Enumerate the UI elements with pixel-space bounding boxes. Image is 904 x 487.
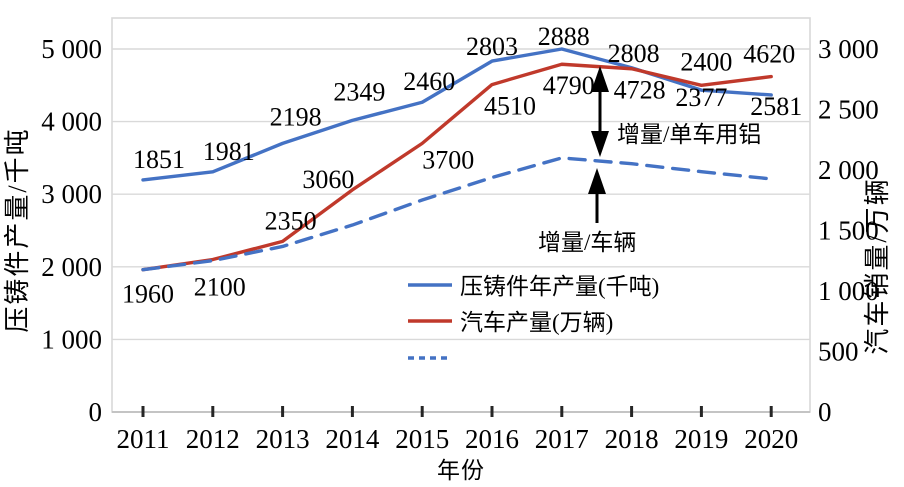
x-axis-title: 年份 bbox=[437, 458, 485, 483]
y-right-tick-2500: 2 500 bbox=[818, 95, 879, 125]
y-left-tick-1000: 1 000 bbox=[41, 324, 102, 354]
x-tick-label-2018: 2018 bbox=[605, 424, 659, 454]
x-tick-label-2020: 2020 bbox=[744, 424, 798, 454]
x-tick-label-2015: 2015 bbox=[395, 424, 449, 454]
annotation-per-vehicle-aluminum: 增量/单车用铝 bbox=[617, 122, 761, 147]
y-right-axis-title: 汽车销量/万辆 bbox=[863, 177, 892, 354]
y-left-tick-4000: 4 000 bbox=[41, 107, 102, 137]
data-label-auto-2013: 2350 bbox=[265, 206, 317, 235]
legend-label-2: 汽车产量(万辆) bbox=[460, 310, 613, 335]
data-label-casting-2019: 2377 bbox=[675, 83, 727, 112]
plot-frame bbox=[111, 17, 811, 413]
y-right-tick-0: 0 bbox=[818, 397, 832, 427]
data-label-auto-2011: 1960 bbox=[122, 280, 174, 309]
data-label-casting-2020: 2581 bbox=[750, 92, 802, 121]
data-label-auto-2016: 4510 bbox=[484, 92, 536, 121]
data-label-auto-2017: 4790 bbox=[543, 71, 595, 100]
legend-label-1: 压铸件年产量(千吨) bbox=[460, 274, 659, 299]
x-tick-label-2019: 2019 bbox=[674, 424, 728, 454]
data-label-auto-2012: 2100 bbox=[194, 273, 246, 302]
y-left-axis-title: 压铸件产量/千吨 bbox=[3, 127, 32, 332]
x-tick-label-2014: 2014 bbox=[325, 424, 380, 454]
increment-double-arrow-head-down bbox=[591, 131, 609, 157]
series-line-baseline bbox=[141, 156, 773, 272]
x-tick-label-2016: 2016 bbox=[465, 424, 519, 454]
series-line-casting bbox=[141, 47, 773, 182]
x-tick-label-2011: 2011 bbox=[117, 424, 170, 454]
x-tick-label-2013: 2013 bbox=[256, 424, 310, 454]
data-label-casting-2012: 1981 bbox=[203, 137, 255, 166]
y-right-tick-500: 500 bbox=[818, 337, 859, 367]
y-right-tick-1000: 1 000 bbox=[818, 276, 879, 306]
y-right-tick-1500: 1 500 bbox=[818, 216, 879, 246]
data-label-auto-2014: 3060 bbox=[302, 165, 354, 194]
increment-double-arrow-head-up bbox=[591, 66, 609, 92]
series-line-auto bbox=[141, 62, 773, 272]
y-right-tick-3000: 3 000 bbox=[818, 34, 879, 64]
y-left-tick-0: 0 bbox=[89, 397, 103, 427]
x-tick-label-2017: 2017 bbox=[535, 424, 589, 454]
data-label-casting-2016: 2803 bbox=[466, 32, 518, 61]
x-tick-label-2012: 2012 bbox=[186, 424, 240, 454]
y-left-tick-5000: 5 000 bbox=[41, 34, 102, 64]
data-label-casting-2013: 2198 bbox=[270, 102, 322, 131]
data-label-casting-2017: 2888 bbox=[538, 22, 590, 51]
y-left-tick-2000: 2 000 bbox=[41, 252, 102, 282]
data-label-auto-2019: 2400 bbox=[680, 47, 732, 76]
y-left-tick-3000: 3 000 bbox=[41, 179, 102, 209]
data-label-auto-2015: 3700 bbox=[422, 145, 474, 174]
y-right-tick-2000: 2 000 bbox=[818, 155, 879, 185]
data-label-casting-2014: 2349 bbox=[333, 77, 385, 106]
annotation-vehicles: 增量/车辆 bbox=[538, 230, 636, 255]
increment-up-arrow-head bbox=[588, 168, 606, 194]
data-label-auto-2020: 4620 bbox=[743, 40, 795, 69]
data-label-casting-2015: 2460 bbox=[403, 67, 455, 96]
data-label-auto-2018: 4728 bbox=[614, 76, 666, 105]
data-label-casting-2018: 2808 bbox=[608, 39, 660, 68]
data-label-casting-2011: 1851 bbox=[133, 145, 185, 174]
